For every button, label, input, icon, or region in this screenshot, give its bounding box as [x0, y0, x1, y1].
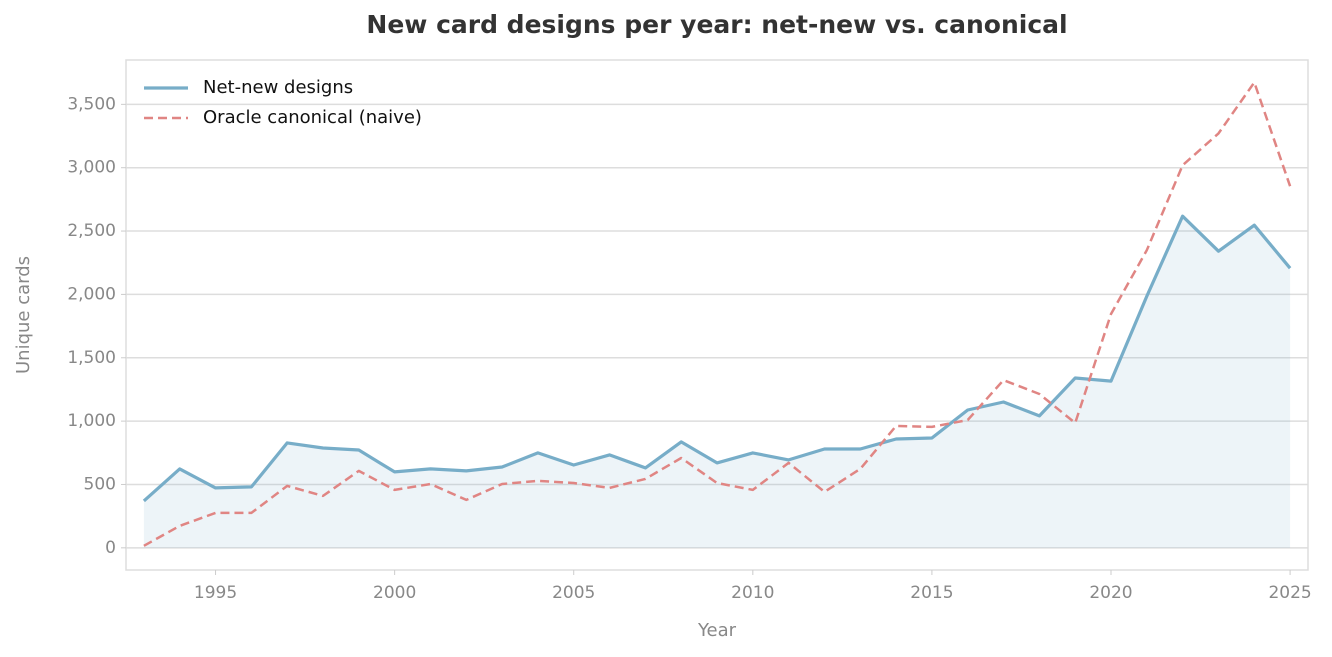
y-tick-label: 500	[84, 474, 116, 494]
y-tick-label: 3,000	[67, 158, 116, 178]
x-tick-label: 2015	[910, 583, 953, 603]
y-tick-label: 1,500	[67, 348, 116, 368]
x-axis-label: Year	[697, 620, 737, 641]
plot-frame	[125, 59, 1309, 571]
y-tick-label: 2,500	[67, 221, 116, 241]
x-tick-label: 2020	[1089, 583, 1132, 603]
legend-label: Oracle canonical (naive)	[203, 107, 422, 128]
line	[142, 214, 1292, 503]
y-axis-label: Unique cards	[13, 256, 34, 374]
x-tick-label: 1995	[194, 583, 237, 603]
y-tick-label: 2,000	[67, 284, 116, 304]
x-tick-label: 2000	[373, 583, 416, 603]
chart-title: New card designs per year: net-new vs. c…	[366, 10, 1067, 39]
y-tick-label: 0	[105, 538, 116, 558]
y-tick-label: 1,000	[67, 411, 116, 431]
grid	[126, 103, 1308, 549]
area-fill	[143, 216, 1291, 548]
x-tick-label: 2025	[1268, 583, 1311, 603]
line	[143, 81, 1292, 547]
y-tick-label: 3,500	[67, 94, 116, 114]
legend-label: Net-new designs	[203, 77, 353, 98]
x-tick-label: 2005	[552, 583, 595, 603]
x-tick-label: 2010	[731, 583, 774, 603]
